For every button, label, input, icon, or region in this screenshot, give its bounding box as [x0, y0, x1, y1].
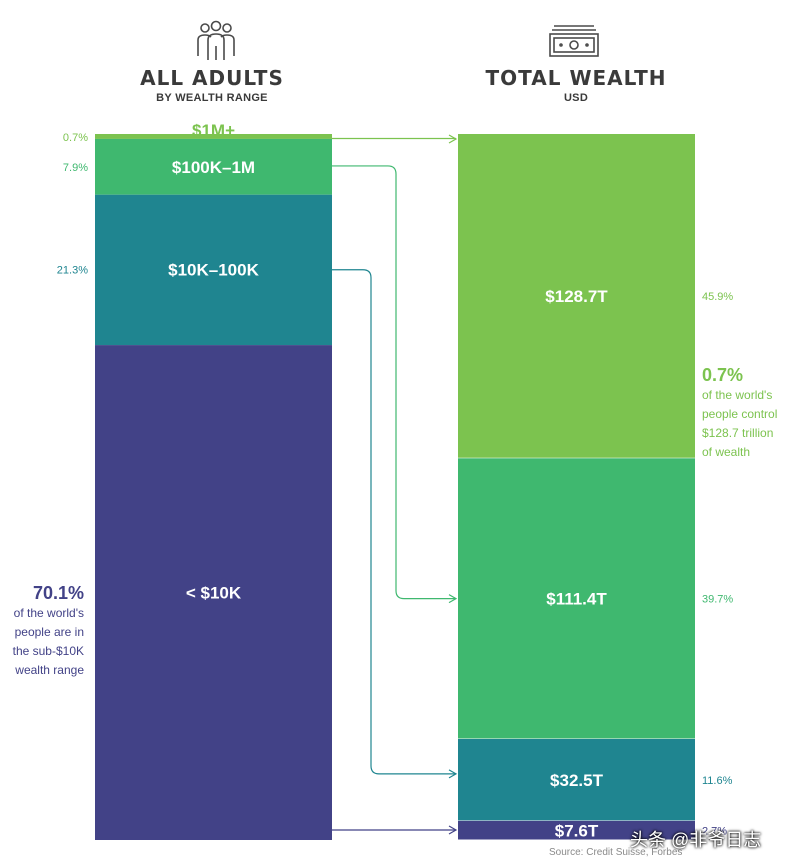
right-bar-segment	[458, 820, 695, 840]
connector-arrowhead	[448, 134, 458, 144]
connector-line	[332, 165, 456, 600]
left-annotation-line: of the world's	[13, 606, 84, 620]
left-annotation-line: the sub-$10K	[12, 644, 84, 658]
left-percent-label: 7.9%	[63, 162, 88, 174]
source-note: Source: Credit Suisse, Forbes	[549, 847, 683, 858]
right-bar-segment	[458, 134, 695, 459]
left-bar-segment	[95, 134, 332, 139]
left-header: ALL ADULTS BY WEALTH RANGE	[112, 66, 312, 104]
right-annotation-line: $128.7 trillion	[702, 426, 774, 440]
right-annotation-line: of wealth	[702, 445, 751, 459]
right-header-title: TOTAL WEALTH	[485, 66, 667, 90]
right-header-subtitle: USD	[563, 92, 589, 104]
cash-bill-icon	[549, 25, 599, 57]
right-percent-label: 2.7%	[702, 825, 727, 837]
left-category-label: $10K–100K	[168, 261, 259, 280]
right-percent-label: 45.9%	[702, 291, 733, 303]
right-value-label: $128.7T	[545, 287, 608, 306]
left-percent-label: 0.7%	[63, 132, 88, 144]
left-header-subtitle: BY WEALTH RANGE	[156, 92, 268, 104]
connector-line	[332, 269, 456, 775]
right-annotation-value: 0.7%	[702, 365, 744, 385]
left-annotation-value: 70.1%	[32, 583, 84, 603]
left-annotation-line: wealth range	[15, 663, 84, 677]
left-category-label: < $10K	[186, 584, 242, 603]
watermark: 头条 @非爷日志	[630, 830, 762, 850]
right-value-label: $32.5T	[550, 771, 604, 790]
left-bar-segment	[95, 138, 332, 195]
left-category-label: $1M+	[192, 121, 235, 140]
left-header-title: ALL ADULTS	[140, 66, 284, 90]
right-value-label: $7.6T	[555, 821, 599, 840]
right-header: TOTAL WEALTH USD	[476, 66, 676, 104]
left-annotation-line: people are in	[14, 625, 84, 639]
connector-arrowhead	[448, 594, 458, 604]
left-annotation: 70.1% of the world's people are in the s…	[0, 583, 84, 680]
connector-arrowhead	[448, 825, 458, 835]
left-bar-segment	[95, 194, 332, 346]
right-bar-segment	[458, 458, 695, 739]
left-percent-label: 21.3%	[57, 265, 88, 277]
left-category-label: $100K–1M	[172, 158, 255, 177]
right-percent-label: 11.6%	[702, 775, 733, 787]
people-group-icon	[197, 20, 235, 60]
right-annotation: 0.7% of the world's people control $128.…	[702, 365, 796, 462]
right-bar-segment	[458, 738, 695, 821]
left-bar-segment	[95, 345, 332, 840]
connector-arrowhead	[448, 769, 458, 779]
right-percent-label: 39.7%	[702, 594, 733, 606]
right-annotation-line: people control	[702, 407, 778, 421]
right-annotation-line: of the world's	[702, 388, 773, 402]
right-value-label: $111.4T	[546, 590, 607, 609]
